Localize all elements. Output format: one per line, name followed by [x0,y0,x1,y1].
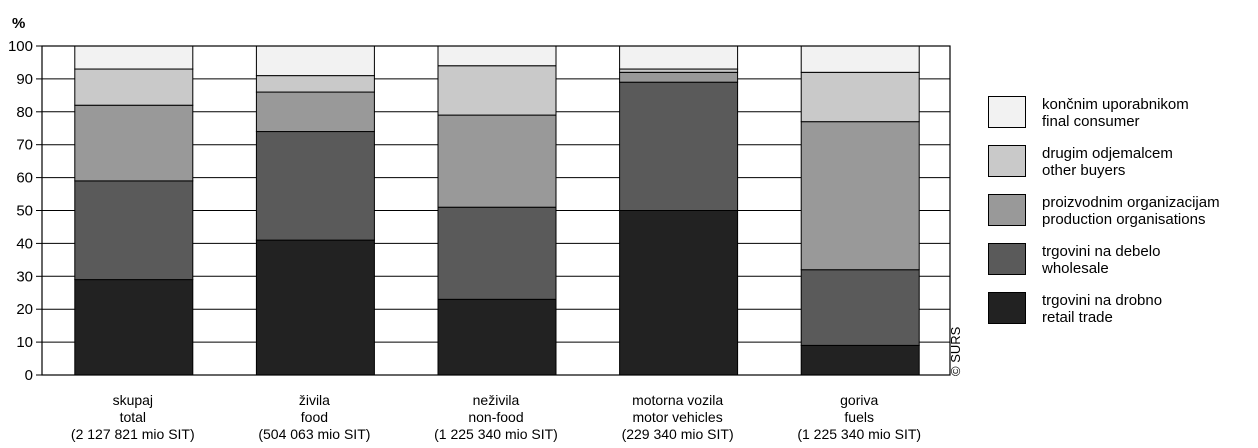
plot-frame [41,45,951,376]
legend-label-line: retail trade [1042,309,1113,326]
bar-segment-0-3 [74,68,194,106]
bar-segment-4-2 [800,121,920,271]
category-label: skupaj [113,392,153,408]
legend-label-line: production organisations [1042,211,1206,228]
bar-segment-0-2 [74,104,194,182]
category-label: food [301,409,328,425]
bar-segment-4-1 [800,269,920,346]
category-label: (2 127 821 mio SIT) [71,426,195,442]
bar-segment-4-4 [800,45,920,73]
category-label: motorna vozila [632,392,723,408]
y-tick-label: 50 [16,203,33,220]
bar-segment-2-1 [437,206,557,300]
category-label: goriva [840,392,878,408]
bar-segment-1-2 [255,91,375,133]
legend-swatch [988,243,1026,275]
y-axis-label: % [12,15,25,32]
legend-swatch [988,194,1026,226]
bar-segment-1-0 [255,239,375,376]
legend-label-line: wholesale [1042,260,1109,277]
legend-label-line: končnim uporabnikom [1042,96,1189,113]
bar-segment-0-1 [74,180,194,281]
bar-segment-3-1 [619,81,739,211]
bar-segment-1-4 [255,45,375,77]
bar-segment-0-0 [74,279,194,376]
bar-segment-0-4 [74,45,194,70]
legend-label-line: other buyers [1042,162,1126,179]
legend-item: trgovini na drobno retail trade [988,292,1256,341]
y-axis-ticks: 0 10 20 30 40 50 60 70 80 90 100 [8,38,42,384]
bar-segment-2-4 [437,45,557,67]
legend-label: drugim odjemalcem other buyers [1042,145,1173,179]
category-label: živila [299,392,330,408]
y-tick-label: 60 [16,170,33,187]
y-tick-label: 10 [16,334,33,351]
bar-segment-3-2 [619,71,739,83]
legend-label-line: trgovini na debelo [1042,243,1161,260]
y-tick-label: 90 [16,71,33,88]
bar-segment-2-2 [437,114,557,208]
bar-segment-2-3 [437,65,557,116]
category-label: (504 063 mio SIT) [258,426,370,442]
plot-border [41,45,951,376]
legend-label: trgovini na drobno retail trade [1042,292,1162,326]
category-label: (1 225 340 mio SIT) [797,426,921,442]
legend-label: končnim uporabnikom final consumer [1042,96,1189,130]
legend-label-line: proizvodnim organizacijam [1042,194,1220,211]
bar-segment-1-3 [255,75,375,93]
bar-segment-2-0 [437,298,557,376]
legend: končnim uporabnikom final consumer drugim … [988,96,1256,341]
legend-label: trgovini na debelo wholesale [1042,243,1160,277]
y-tick-label: 30 [16,268,33,285]
bar-segment-1-1 [255,131,375,241]
y-tick-label: 20 [16,301,33,318]
y-tick-label: 0 [25,367,33,384]
y-tick-label: 70 [16,137,33,154]
bar-segment-3-0 [619,210,739,376]
category-label: total [120,409,146,425]
y-tick-label: 100 [8,38,33,55]
category-label: non-food [468,409,523,425]
y-tick-label: 40 [16,235,33,252]
y-tick-label: 80 [16,104,33,121]
category-label: motor vehicles [632,409,722,425]
bar-segment-3-4 [619,45,739,70]
legend-swatch [988,292,1026,324]
legend-swatch [988,96,1026,128]
bar-segment-4-0 [800,344,920,376]
category-label: (1 225 340 mio SIT) [434,426,558,442]
legend-label: proizvodnim organizacijam production orga… [1042,194,1220,228]
category-label: neživila [473,392,520,408]
category-label: (229 340 mio SIT) [622,426,734,442]
bar-segment-4-3 [800,71,920,123]
credit-label: © SURS [948,326,963,376]
legend-label-line: trgovini na drobno [1042,292,1163,309]
legend-item: drugim odjemalcem other buyers [988,145,1256,194]
legend-label-line: final consumer [1042,113,1140,130]
legend-label-line: drugim odjemalcem [1042,145,1173,162]
legend-swatch [988,145,1026,177]
legend-item: končnim uporabnikom final consumer [988,96,1256,145]
legend-item: trgovini na debelo wholesale [988,243,1256,292]
category-label: fuels [844,409,874,425]
legend-item: proizvodnim organizacijam production orga… [988,194,1256,243]
